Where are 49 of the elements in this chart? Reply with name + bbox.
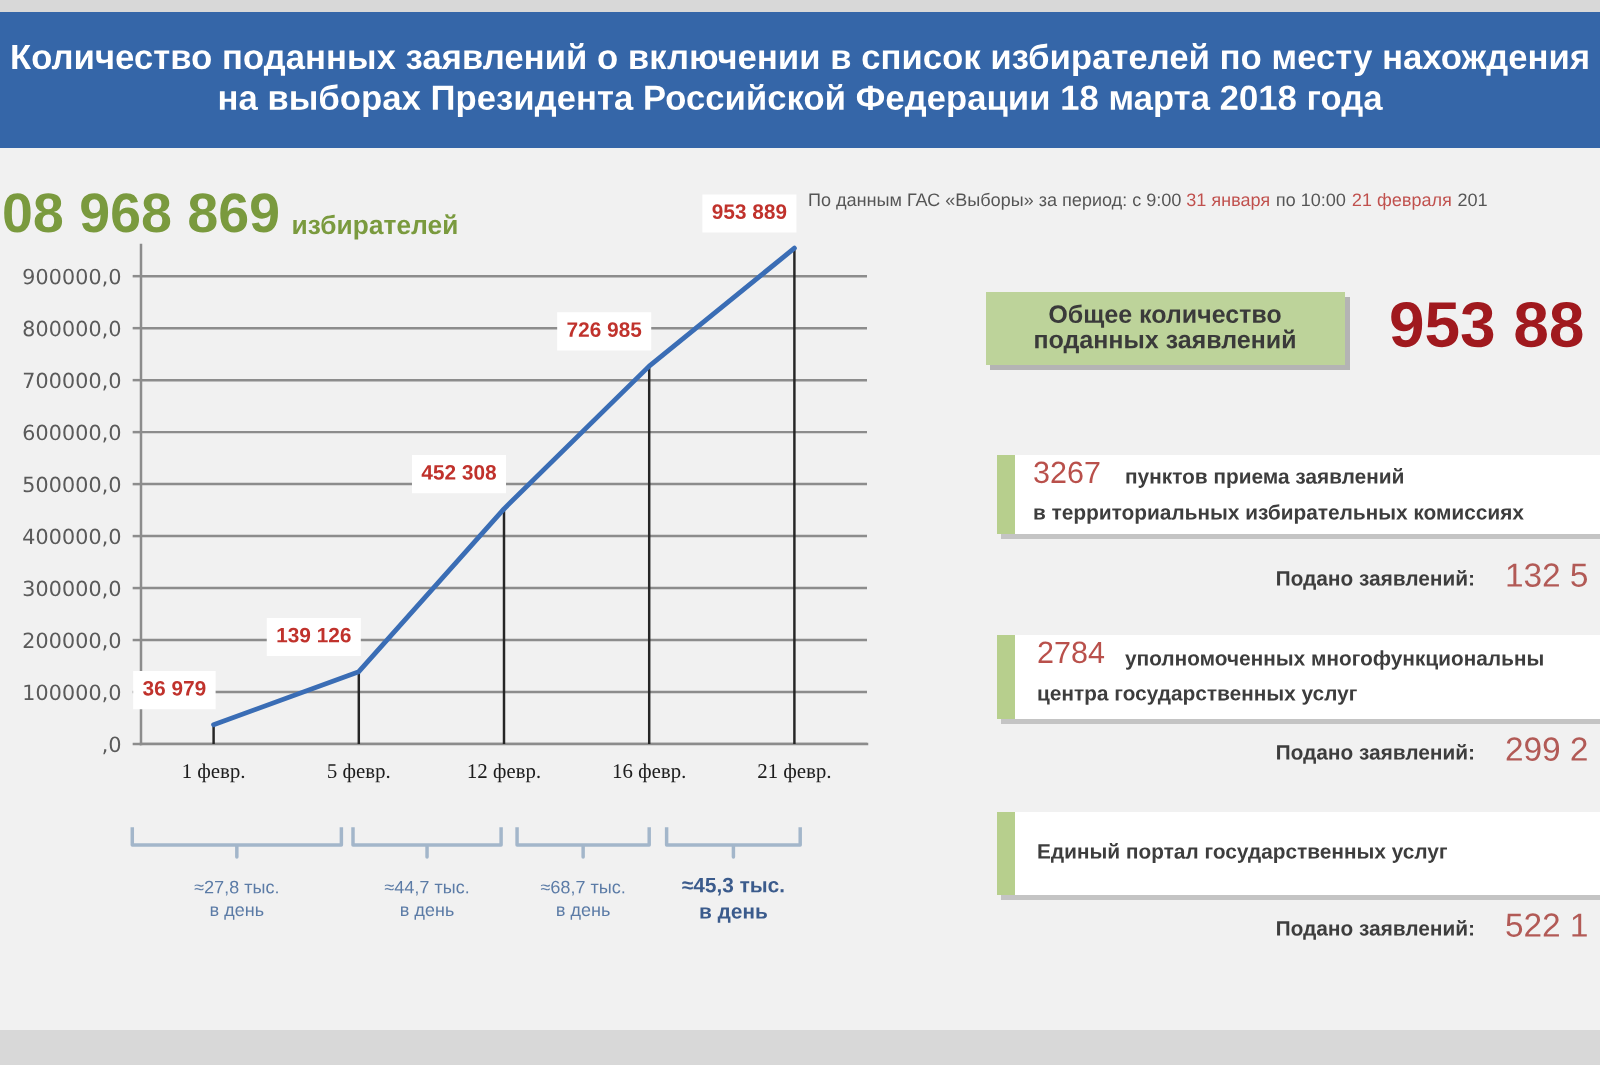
data-label: 36 979 — [143, 680, 206, 696]
text: центра государственных услуг — [1038, 689, 1357, 705]
chart-title: Количество поданных заявлений о включении в список избирателей по месту нахождения на выборах Президента Российской Федерации 18 марта 2018 года — [12, 43, 1588, 117]
y-tick-label: 800000,0 — [23, 320, 121, 339]
x-tick-label: 12 февр. — [468, 763, 540, 783]
text: 201 — [1458, 193, 1487, 207]
text: 299 2 — [1506, 737, 1587, 761]
text: 522 1 — [1506, 913, 1587, 937]
text: 08 968 869 — [4, 193, 278, 233]
text: 3267 — [1034, 461, 1100, 484]
text: По данным ГАС «Выборы» за период: с 9:00 — [809, 192, 1181, 210]
x-tick-label: 1 февр. — [183, 763, 245, 783]
text: ≈45,3 тыс. в день — [682, 877, 784, 923]
x-tick-label: 5 февр. — [328, 763, 390, 783]
text: 31 января — [1186, 193, 1269, 210]
text: ≈27,8 тыс. в день — [194, 880, 278, 920]
text: пунктов приема заявлений — [1126, 468, 1403, 488]
text: ≈44,7 тыс. в день — [384, 880, 469, 920]
text: в территориальных избирательных комиссиях — [1034, 504, 1524, 524]
y-tick-label: 400000,0 — [23, 528, 121, 547]
data-label: 726 985 — [567, 322, 642, 337]
y-tick-label: 500000,0 — [23, 476, 121, 495]
y-tick-label: ,0 — [103, 736, 121, 755]
text: по 10:00 — [1277, 193, 1346, 207]
text: 953 88 — [1391, 301, 1583, 348]
text: избирателей — [293, 214, 457, 240]
y-tick-label: 600000,0 — [23, 424, 121, 443]
text: 2784 — [1038, 641, 1105, 664]
y-tick-label: 300000,0 — [23, 580, 121, 599]
y-tick-label: 200000,0 — [23, 632, 121, 651]
x-tick-label: 21 февр. — [758, 763, 831, 783]
text: 21 февраля — [1352, 192, 1451, 210]
text: Подано заявлений: — [1277, 744, 1474, 764]
y-tick-label: 700000,0 — [23, 372, 121, 391]
x-tick-label: 16 февр. — [613, 763, 685, 783]
text: Единый портал государственных услуг — [1038, 843, 1448, 863]
text: уполномоченных многофункциональны — [1125, 650, 1543, 670]
text: Общее количество поданных заявлений — [1035, 304, 1295, 354]
bar — [793, 248, 796, 744]
text: Подано заявлений: — [1277, 570, 1474, 590]
data-label: 452 308 — [421, 465, 497, 480]
y-tick-label: 900000,0 — [23, 268, 121, 287]
data-label: 953 889 — [712, 204, 787, 220]
text: Подано заявлений: — [1277, 920, 1474, 940]
y-tick-label: 100000,0 — [24, 684, 121, 703]
text: ≈68,7 тыс. в день — [540, 880, 625, 920]
data-label: 139 126 — [277, 627, 351, 643]
line-series — [211, 245, 797, 728]
text: 132 5 — [1507, 563, 1588, 587]
